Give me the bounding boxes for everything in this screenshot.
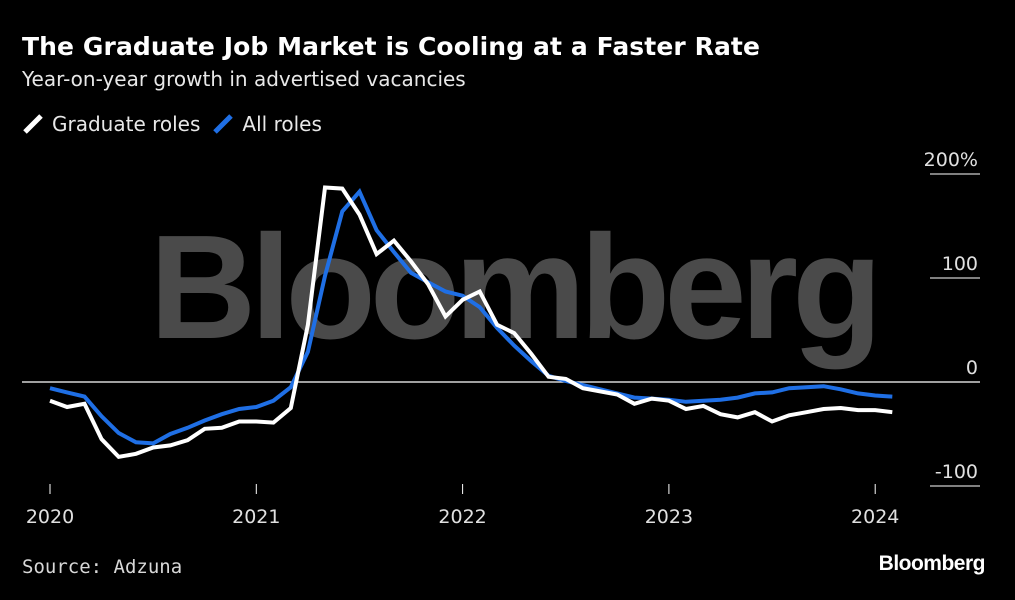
y-tick-label-2: 0 (966, 357, 978, 379)
legend-label-all: All roles (242, 112, 322, 136)
y-tick-label-3: -100 (935, 461, 978, 483)
series-lines (49, 185, 893, 460)
series-line-all-roles (49, 188, 893, 446)
x-tick-label-0: 2020 (26, 506, 74, 528)
legend-swatch-all-icon (213, 114, 234, 134)
bloomberg-watermark: Bloomberg (149, 205, 876, 370)
x-tick-label-4: 2024 (851, 506, 899, 528)
legend-label-graduate: Graduate roles (52, 112, 201, 136)
y-tick-label-0: 200% (924, 149, 978, 171)
y-tick-label-1: 100 (942, 253, 978, 275)
source-note: Source: Adzuna (22, 556, 183, 578)
series-line-graduate-roles (49, 185, 893, 460)
legend: Graduate roles All roles (22, 112, 322, 136)
x-tick-label-2: 2022 (438, 506, 486, 528)
chart-title: The Graduate Job Market is Cooling at a … (22, 32, 761, 61)
y-gridlines: 200% 100 0 -100 (22, 149, 980, 487)
chart-subtitle: Year-on-year growth in advertised vacanc… (22, 67, 466, 91)
legend-swatch-graduate-icon (23, 114, 43, 134)
legend-item-graduate: Graduate roles (22, 112, 200, 136)
legend-item-all: All roles (212, 112, 322, 136)
x-tick-label-1: 2021 (232, 506, 280, 528)
x-axis: 2020 2021 2022 2023 2024 (26, 484, 899, 528)
bloomberg-logo: Bloomberg (878, 552, 986, 575)
x-tick-label-3: 2023 (645, 506, 693, 528)
